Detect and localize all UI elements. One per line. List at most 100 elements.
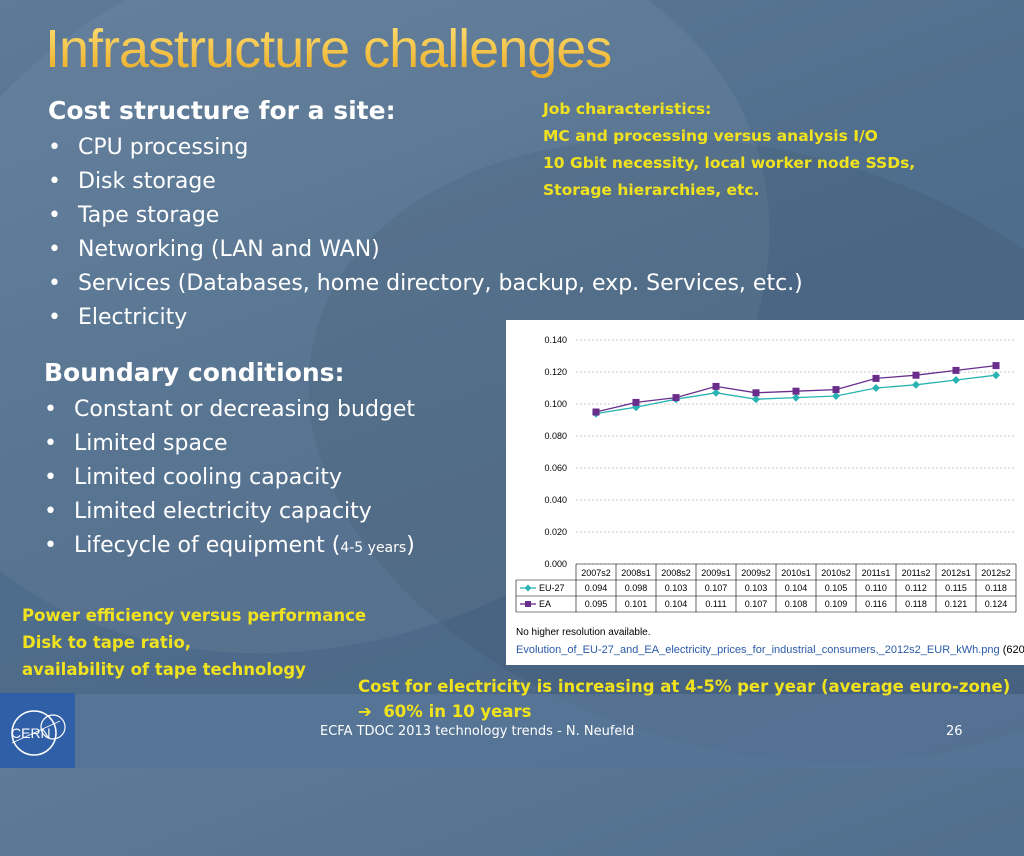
- x-tick-label: 2010s1: [781, 568, 811, 578]
- data-label: 0.118: [985, 583, 1007, 593]
- boundary-conditions-heading: Boundary conditions:: [44, 358, 345, 387]
- data-point: [832, 386, 840, 394]
- electricity-price-chart-image: 0.000 0.020 0.040 0.060 0.080 0.100 0.120 0.140…: [506, 320, 1024, 665]
- data-label: 0.124: [985, 599, 1008, 609]
- data-point: [992, 371, 1000, 380]
- data-label: 0.103: [745, 583, 768, 593]
- data-point: [872, 374, 880, 382]
- list-item: Services (Databases, home directory, bac…: [44, 267, 803, 301]
- data-point: [912, 371, 920, 379]
- list-item: Limited electricity capacity: [40, 495, 415, 529]
- y-tick-label: 0.080: [544, 431, 567, 441]
- note-line: Disk to tape ratio,: [22, 633, 192, 652]
- data-point: [792, 393, 800, 402]
- cost-structure-heading: Cost structure for a site:: [48, 96, 396, 125]
- power-efficiency-note: Power efficiency versus performance Disk…: [22, 602, 366, 683]
- x-tick-label: 2007s2: [581, 568, 611, 578]
- x-tick-label: 2009s2: [741, 568, 771, 578]
- electricity-cost-note: Cost for electricity is increasing at 4-…: [358, 674, 1010, 724]
- note-emphasis: 60% in 10 years: [383, 702, 532, 721]
- data-label: 0.115: [945, 583, 967, 593]
- data-label: 0.095: [585, 599, 608, 609]
- data-point: [712, 388, 720, 397]
- data-label: 0.108: [785, 599, 808, 609]
- cern-logo-icon: CERN: [11, 710, 66, 756]
- list-item: Constant or decreasing budget: [40, 393, 415, 427]
- note-line: Job characteristics:: [543, 100, 712, 118]
- data-point: [712, 382, 720, 390]
- image-filename-link[interactable]: Evolution_of_EU-27_and_EA_electricity_pr…: [516, 644, 1000, 656]
- list-item: Electricity: [44, 301, 803, 335]
- data-label: 0.103: [665, 583, 688, 593]
- legend-marker: [524, 584, 532, 592]
- lifecycle-years: 4-5 years: [340, 540, 407, 556]
- y-tick-label: 0.140: [544, 335, 567, 345]
- x-tick-label: 2008s1: [621, 568, 651, 578]
- data-label: 0.109: [825, 599, 848, 609]
- data-label: 0.112: [905, 583, 927, 593]
- footer-bar: [0, 694, 1024, 768]
- legend-label: EA: [539, 599, 551, 609]
- data-label: 0.098: [625, 583, 648, 593]
- note-line: 10 Gbit necessity, local worker node SSD…: [543, 154, 916, 172]
- logo-text: CERN: [11, 725, 51, 741]
- y-tick-label: 0.020: [544, 527, 567, 537]
- data-point: [792, 387, 800, 395]
- data-label: 0.104: [665, 599, 688, 609]
- data-point: [592, 408, 600, 416]
- data-label: 0.105: [825, 583, 848, 593]
- data-point: [752, 395, 760, 404]
- boundary-conditions-list: Constant or decreasing budget Limited sp…: [40, 393, 415, 565]
- data-point: [672, 394, 680, 402]
- y-tick-label: 0.040: [544, 495, 567, 505]
- page-number: 26: [946, 724, 963, 739]
- x-tick-label: 2009s1: [701, 568, 731, 578]
- note-line: MC and processing versus analysis I/O: [543, 127, 878, 145]
- list-item: Disk storage: [44, 165, 803, 199]
- data-point: [952, 366, 960, 374]
- x-tick-label: 2012s2: [981, 568, 1011, 578]
- note-line: ➔ 60% in 10 years: [358, 699, 1010, 724]
- image-caption-note: No higher resolution available.: [516, 627, 651, 638]
- data-point: [632, 398, 640, 406]
- x-tick-label: 2011s2: [902, 568, 931, 578]
- lifecycle-suffix: ): [406, 533, 415, 558]
- data-point: [952, 376, 960, 384]
- note-line: Power efficiency versus performance: [22, 606, 367, 625]
- data-point: [752, 389, 760, 397]
- data-point: [832, 392, 840, 400]
- y-tick-label: 0.060: [544, 463, 567, 473]
- list-item: Limited space: [40, 427, 415, 461]
- data-point: [872, 384, 880, 392]
- note-line: Cost for electricity is increasing at 4-…: [358, 677, 1011, 696]
- data-label: 0.111: [705, 599, 726, 609]
- list-item: Tape storage: [44, 199, 803, 233]
- y-tick-label: 0.100: [544, 399, 567, 409]
- list-item-lifecycle: Lifecycle of equipment (4-5 years): [40, 529, 415, 565]
- data-point: [912, 380, 920, 389]
- data-label: 0.110: [865, 583, 887, 593]
- data-label: 0.101: [625, 599, 648, 609]
- slide-title: Infrastructure challenges: [45, 19, 612, 79]
- y-tick-label: 0.000: [544, 559, 567, 569]
- note-line: Storage hierarchies, etc.: [543, 181, 760, 199]
- image-dimensions: (620 × 3: [1002, 644, 1024, 656]
- data-label: 0.116: [865, 599, 887, 609]
- data-label: 0.107: [745, 599, 768, 609]
- electricity-price-chart: 0.000 0.020 0.040 0.060 0.080 0.100 0.120 0.140…: [515, 335, 1017, 613]
- job-characteristics-note: Job characteristics: MC and processing v…: [543, 96, 915, 204]
- list-item: Limited cooling capacity: [40, 461, 415, 495]
- x-tick-label: 2010s2: [821, 568, 851, 578]
- x-tick-label: 2012s1: [941, 568, 971, 578]
- data-label: 0.104: [785, 583, 808, 593]
- lifecycle-prefix: Lifecycle of equipment (: [74, 533, 341, 558]
- data-label: 0.107: [705, 583, 728, 593]
- y-tick-label: 0.120: [544, 367, 567, 377]
- data-label: 0.118: [905, 599, 927, 609]
- legend-marker: [525, 601, 531, 607]
- x-tick-label: 2008s2: [661, 568, 691, 578]
- cost-structure-list: CPU processing Disk storage Tape storage…: [44, 131, 803, 335]
- footer-text: ECFA TDOC 2013 technology trends - N. Ne…: [320, 724, 635, 739]
- data-label: 0.094: [585, 583, 608, 593]
- arrow-icon: ➔: [358, 702, 372, 721]
